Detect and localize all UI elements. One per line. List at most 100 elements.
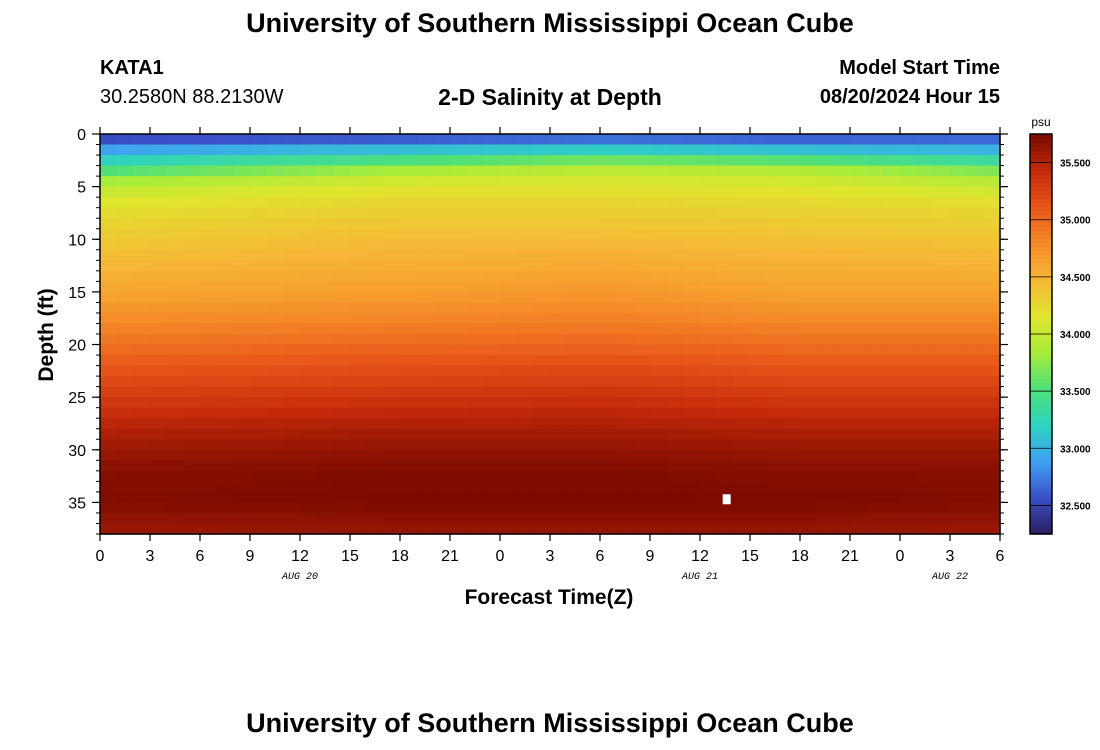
heatmap-cell: [583, 260, 601, 272]
heatmap-cell: [683, 481, 701, 493]
heatmap-cell: [733, 460, 751, 472]
heatmap-cell: [833, 512, 851, 525]
heatmap-cell: [266, 407, 284, 419]
heatmap-cell: [900, 144, 918, 156]
heatmap-cell: [650, 249, 668, 261]
heatmap-cell: [250, 386, 268, 398]
colorbar-band: [1030, 262, 1052, 267]
heatmap-cell: [733, 197, 751, 209]
heatmap-cell: [216, 260, 234, 272]
colorbar-band: [1030, 390, 1052, 395]
heatmap-cell: [100, 134, 118, 146]
heatmap-cell: [350, 239, 368, 251]
heatmap-cell: [450, 376, 468, 388]
heatmap-cell: [266, 249, 284, 261]
heatmap-cell: [233, 460, 251, 472]
heatmap-cell: [283, 228, 301, 240]
heatmap-cell: [166, 397, 184, 409]
heatmap-cell: [900, 439, 918, 451]
heatmap-cell: [866, 291, 884, 304]
heatmap-cell: [833, 165, 851, 177]
heatmap-cell: [650, 260, 668, 272]
heatmap-cell: [400, 228, 418, 240]
heatmap-cell: [616, 502, 634, 514]
colorbar-band: [1030, 298, 1052, 303]
heatmap-cell: [616, 176, 634, 188]
heatmap-cell: [433, 207, 451, 219]
heatmap-cell: [283, 249, 301, 261]
heatmap-cell: [100, 207, 118, 219]
heatmap-cell: [700, 449, 718, 461]
heatmap-cell: [466, 470, 484, 482]
heatmap-cell: [816, 207, 834, 219]
heatmap-cell: [716, 523, 734, 535]
heatmap-cell: [950, 281, 968, 293]
heatmap-cell: [666, 144, 684, 156]
heatmap-cell: [716, 512, 734, 525]
heatmap-cell: [533, 249, 551, 261]
colorbar-band: [1030, 346, 1052, 351]
heatmap-cell: [516, 418, 534, 430]
heatmap-cell: [366, 376, 384, 388]
heatmap-cell: [850, 344, 868, 356]
heatmap-cell: [550, 502, 568, 514]
heatmap-cell: [116, 460, 134, 472]
heatmap-cell: [466, 165, 484, 177]
heatmap-cell: [733, 260, 751, 272]
heatmap-cell: [166, 386, 184, 398]
heatmap-cell: [600, 334, 618, 346]
heatmap-cell: [500, 344, 518, 356]
heatmap-cell: [500, 491, 518, 504]
heatmap-cell: [250, 523, 268, 535]
heatmap-cell: [116, 218, 134, 230]
colorbar-band: [1030, 522, 1052, 527]
heatmap-cell: [233, 186, 251, 198]
heatmap-cell: [416, 502, 434, 514]
heatmap-cell: [133, 502, 151, 514]
heatmap-cell: [816, 523, 834, 535]
heatmap-cell: [916, 481, 934, 493]
heatmap-cell: [966, 228, 984, 240]
heatmap-cell: [633, 502, 651, 514]
heatmap-cell: [216, 218, 234, 230]
heatmap-cell: [633, 228, 651, 240]
y-tick-label: 5: [77, 180, 86, 197]
heatmap-cell: [883, 365, 901, 377]
heatmap-cell: [883, 144, 901, 156]
heatmap-cell: [966, 344, 984, 356]
heatmap-cell: [133, 197, 151, 209]
colorbar-band: [1030, 402, 1052, 407]
heatmap-cell: [200, 470, 218, 482]
heatmap-cell: [683, 428, 701, 440]
heatmap-cell: [800, 376, 818, 388]
heatmap-cell: [900, 291, 918, 304]
heatmap-cell: [433, 323, 451, 335]
colorbar-band: [1030, 218, 1052, 223]
heatmap-cell: [333, 176, 351, 188]
heatmap-cell: [583, 323, 601, 335]
heatmap-cell: [933, 386, 951, 398]
heatmap-cell: [250, 481, 268, 493]
heatmap-cell: [516, 344, 534, 356]
heatmap-cell: [666, 407, 684, 419]
heatmap-cell: [850, 155, 868, 167]
heatmap-cell: [533, 260, 551, 272]
heatmap-cell: [850, 491, 868, 504]
heatmap-cell: [466, 302, 484, 314]
heatmap-cell: [150, 397, 168, 409]
heatmap-cell: [683, 397, 701, 409]
colorbar-band: [1030, 514, 1052, 519]
heatmap-cell: [283, 260, 301, 272]
heatmap-cell: [566, 449, 584, 461]
heatmap-cell: [916, 312, 934, 325]
heatmap-cell: [266, 218, 284, 230]
heatmap-cell: [666, 470, 684, 482]
heatmap-cell: [533, 428, 551, 440]
heatmap-cell: [400, 428, 418, 440]
heatmap-cell: [283, 344, 301, 356]
heatmap-cell: [883, 397, 901, 409]
heatmap-cell: [750, 397, 768, 409]
colorbar-band: [1030, 506, 1052, 511]
heatmap-cell: [366, 355, 384, 367]
heatmap-cell: [466, 134, 484, 146]
